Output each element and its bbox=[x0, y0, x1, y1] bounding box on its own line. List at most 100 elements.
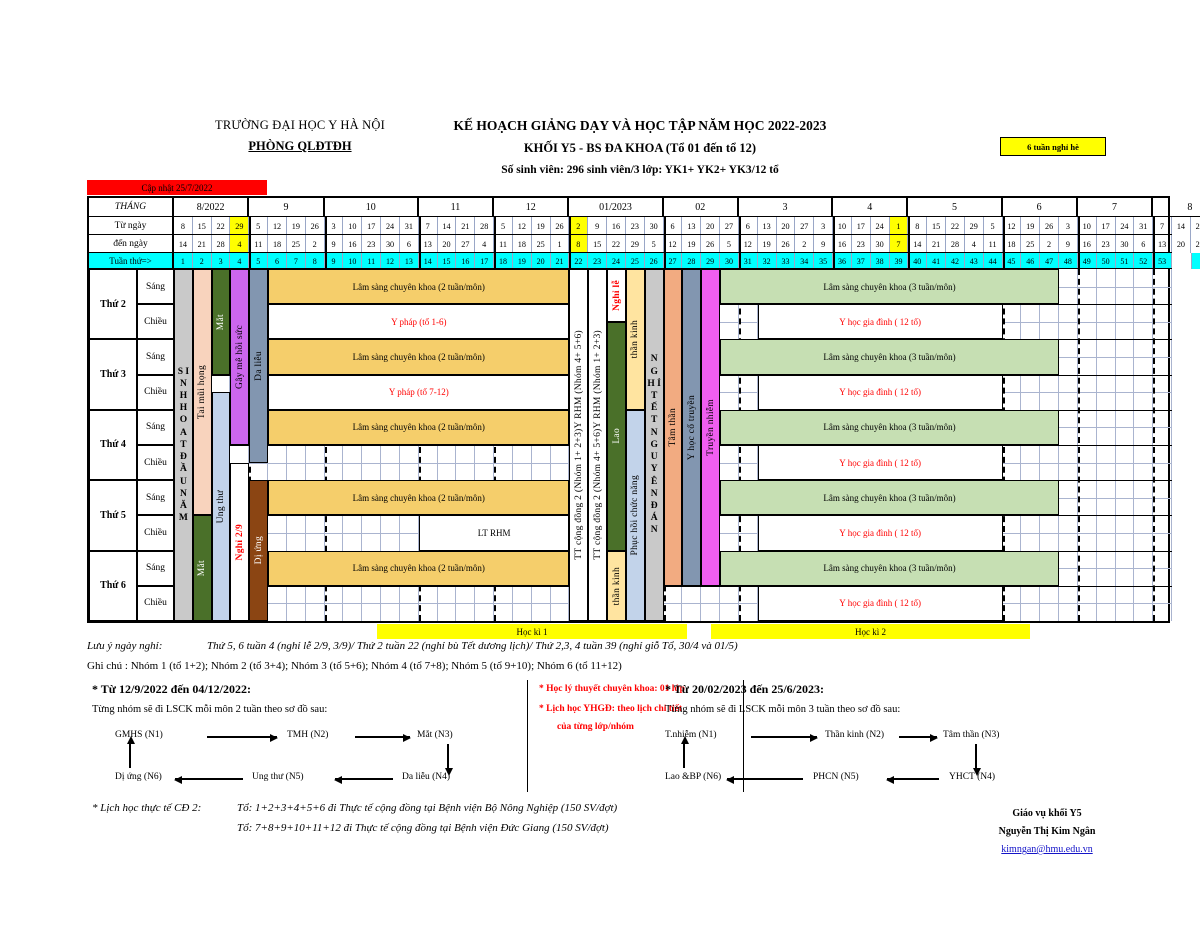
block-phuc-hoi-chuc-nang: Phục hồi chức năng bbox=[625, 409, 645, 621]
day-label-2: Thứ 2 bbox=[89, 269, 137, 340]
rowTo-cell: 4 bbox=[230, 235, 250, 253]
grid-line bbox=[174, 603, 1172, 605]
rowFrom-cell: 22 bbox=[946, 217, 965, 235]
block-label: thần kinh bbox=[611, 566, 622, 605]
month-separator bbox=[1077, 235, 1080, 253]
block-lam_sang_3: Lâm sàng chuyên khoa (3 tuần/môn) bbox=[720, 269, 1059, 305]
session-label: Chiều bbox=[137, 374, 174, 410]
p1-arrow-4 bbox=[334, 776, 393, 784]
month-row: THÁNG 8/2022 9 10 11 12 01/2023 02 3 4 5 6 7 8 bbox=[89, 198, 1200, 217]
rowTo-cell: 15 bbox=[588, 235, 608, 253]
session-label: Chiều bbox=[137, 515, 174, 551]
block-than-kinh-2: thần kinh bbox=[607, 550, 626, 621]
p2-node-4: YHCT (N4) bbox=[949, 772, 996, 782]
block-tam-than: Tâm thần bbox=[663, 269, 683, 586]
rowFrom-cell: 8 bbox=[908, 217, 928, 235]
rowFrom-cell: 5 bbox=[494, 217, 513, 235]
rowFrom-cell: 28 bbox=[475, 217, 495, 235]
rowTo-cell: 16 bbox=[1078, 235, 1097, 253]
rowTo-cell: 11 bbox=[494, 235, 513, 253]
month-cell: 8 bbox=[1153, 198, 1200, 217]
rowFrom-cell: 3 bbox=[1059, 217, 1078, 235]
rowFrom-cell: 7 bbox=[1153, 217, 1172, 235]
block-y_hoc_gia_dinh: Y học gia đình ( 12 tổ) bbox=[757, 515, 1003, 551]
rowFrom-cell: 19 bbox=[287, 217, 306, 235]
rowWeek-cell: 30 bbox=[720, 253, 739, 269]
month-separator bbox=[833, 253, 836, 269]
rowWeek-cell: 22 bbox=[569, 253, 589, 269]
month-dash-separator bbox=[738, 269, 741, 621]
rowTo-cell: 5 bbox=[645, 235, 664, 253]
notes-divider-2 bbox=[743, 680, 744, 792]
rowTo-cell: 12 bbox=[739, 235, 758, 253]
month-separator bbox=[1002, 217, 1005, 235]
rowTo-cell: 25 bbox=[287, 235, 306, 253]
month-cell: 3 bbox=[738, 198, 834, 217]
block-label: Lâm sàng chuyên khoa (2 tuần/môn) bbox=[352, 422, 485, 433]
month-separator bbox=[1153, 253, 1156, 269]
rowWeek-cell: 52 bbox=[1134, 253, 1154, 269]
p2-arrow-3 bbox=[973, 744, 981, 776]
rowTo-cell: 6 bbox=[1134, 235, 1154, 253]
block-lam_sang_3: Lâm sàng chuyên khoa (3 tuần/môn) bbox=[720, 550, 1059, 586]
week-number-row: Tuần thứ=> 1 2 3 4 5 6 7 8 9 10 11 12 13 14 15 16 17 18 19… bbox=[89, 253, 1200, 269]
rowTo-cell: 16 bbox=[343, 235, 363, 253]
rowFrom-cell: 31 bbox=[1134, 217, 1154, 235]
rowFrom-cell: 26 bbox=[306, 217, 325, 235]
rowFrom-cell: 5 bbox=[984, 217, 1003, 235]
block-nghi-2-9: Nghỉ 2/9 bbox=[230, 462, 250, 621]
rowTo-cell: 20 bbox=[1172, 235, 1191, 253]
rowWeek-cell: 47 bbox=[1040, 253, 1060, 269]
week-row-blank bbox=[1172, 253, 1192, 269]
block-label: Nghỉ lễ bbox=[611, 279, 622, 311]
p2-arrow-6 bbox=[681, 736, 689, 768]
block-label: Y học gia đình ( 12 tổ) bbox=[839, 457, 921, 468]
rowFrom-cell: 31 bbox=[400, 217, 419, 235]
block-nghi-le: Nghỉ lễ bbox=[607, 269, 626, 322]
month-separator bbox=[418, 217, 421, 235]
block-label: Da liễu bbox=[253, 350, 264, 381]
rowWeek-cell: 38 bbox=[870, 253, 890, 269]
block-label: LT RHM bbox=[477, 527, 511, 538]
rowFrom-cell: 21 bbox=[456, 217, 476, 235]
block-label: Lâm sàng chuyên khoa (3 tuần/môn) bbox=[823, 422, 956, 433]
month-cell: 7 bbox=[1077, 198, 1154, 217]
rowTo-cell: 23 bbox=[1097, 235, 1116, 253]
rowFrom-cell: 10 bbox=[343, 217, 363, 235]
rowTo-cell: 22 bbox=[607, 235, 626, 253]
month-separator bbox=[418, 253, 421, 269]
month-separator bbox=[324, 235, 327, 253]
rowWeek-cell: 29 bbox=[701, 253, 721, 269]
rowFrom-cell: 23 bbox=[626, 217, 645, 235]
page-subtitle: KHỐI Y5 - BS ĐA KHOA (Tổ 01 đến tổ 12) bbox=[523, 141, 757, 155]
practice-line-2: Tổ: 7+8+9+10+11+12 đi Thực tế cộng đồng … bbox=[237, 822, 609, 834]
block-lam_sang_2: Lâm sàng chuyên khoa (2 tuần/môn) bbox=[268, 409, 570, 445]
rowTo-cell: 30 bbox=[381, 235, 400, 253]
institution-block: TRƯỜNG ĐẠI HỌC Y HÀ NỘI PHÒNG QLĐTĐH bbox=[150, 118, 450, 154]
rowWeek-cell: 5 bbox=[249, 253, 269, 269]
rowTo-cell: 2 bbox=[795, 235, 815, 253]
month-separator bbox=[663, 217, 666, 235]
rowFrom-cell: 17 bbox=[362, 217, 382, 235]
block-label: Ung thư bbox=[216, 489, 227, 524]
week-grid: S I N H H O A T Đ Ầ U N Ă M Tai mũi họng M… bbox=[174, 269, 1172, 621]
p2-arrow-1 bbox=[751, 734, 818, 742]
month-separator bbox=[1077, 253, 1080, 269]
rowTo-cell: 26 bbox=[701, 235, 721, 253]
month-separator bbox=[249, 217, 252, 235]
month-separator bbox=[1153, 235, 1156, 253]
rowWeek-cell: 26 bbox=[644, 253, 664, 269]
month-separator bbox=[1077, 217, 1080, 235]
rowTo-cell: 2 bbox=[1040, 235, 1060, 253]
rowFrom-cell: 15 bbox=[193, 217, 212, 235]
month-separator bbox=[1153, 217, 1156, 235]
signature-email[interactable]: kimngan@hmu.edu.vn bbox=[1001, 844, 1093, 855]
rowWeek-cell: 21 bbox=[550, 253, 570, 269]
block-label: Truyền nhiễm bbox=[705, 398, 716, 456]
rowWeek-cell: 35 bbox=[814, 253, 834, 269]
rowFrom-cell: 27 bbox=[720, 217, 739, 235]
rowFrom-cell: 29 bbox=[965, 217, 984, 235]
month-separator bbox=[494, 235, 497, 253]
notes-divider-1 bbox=[527, 680, 528, 792]
month-separator bbox=[1002, 235, 1005, 253]
